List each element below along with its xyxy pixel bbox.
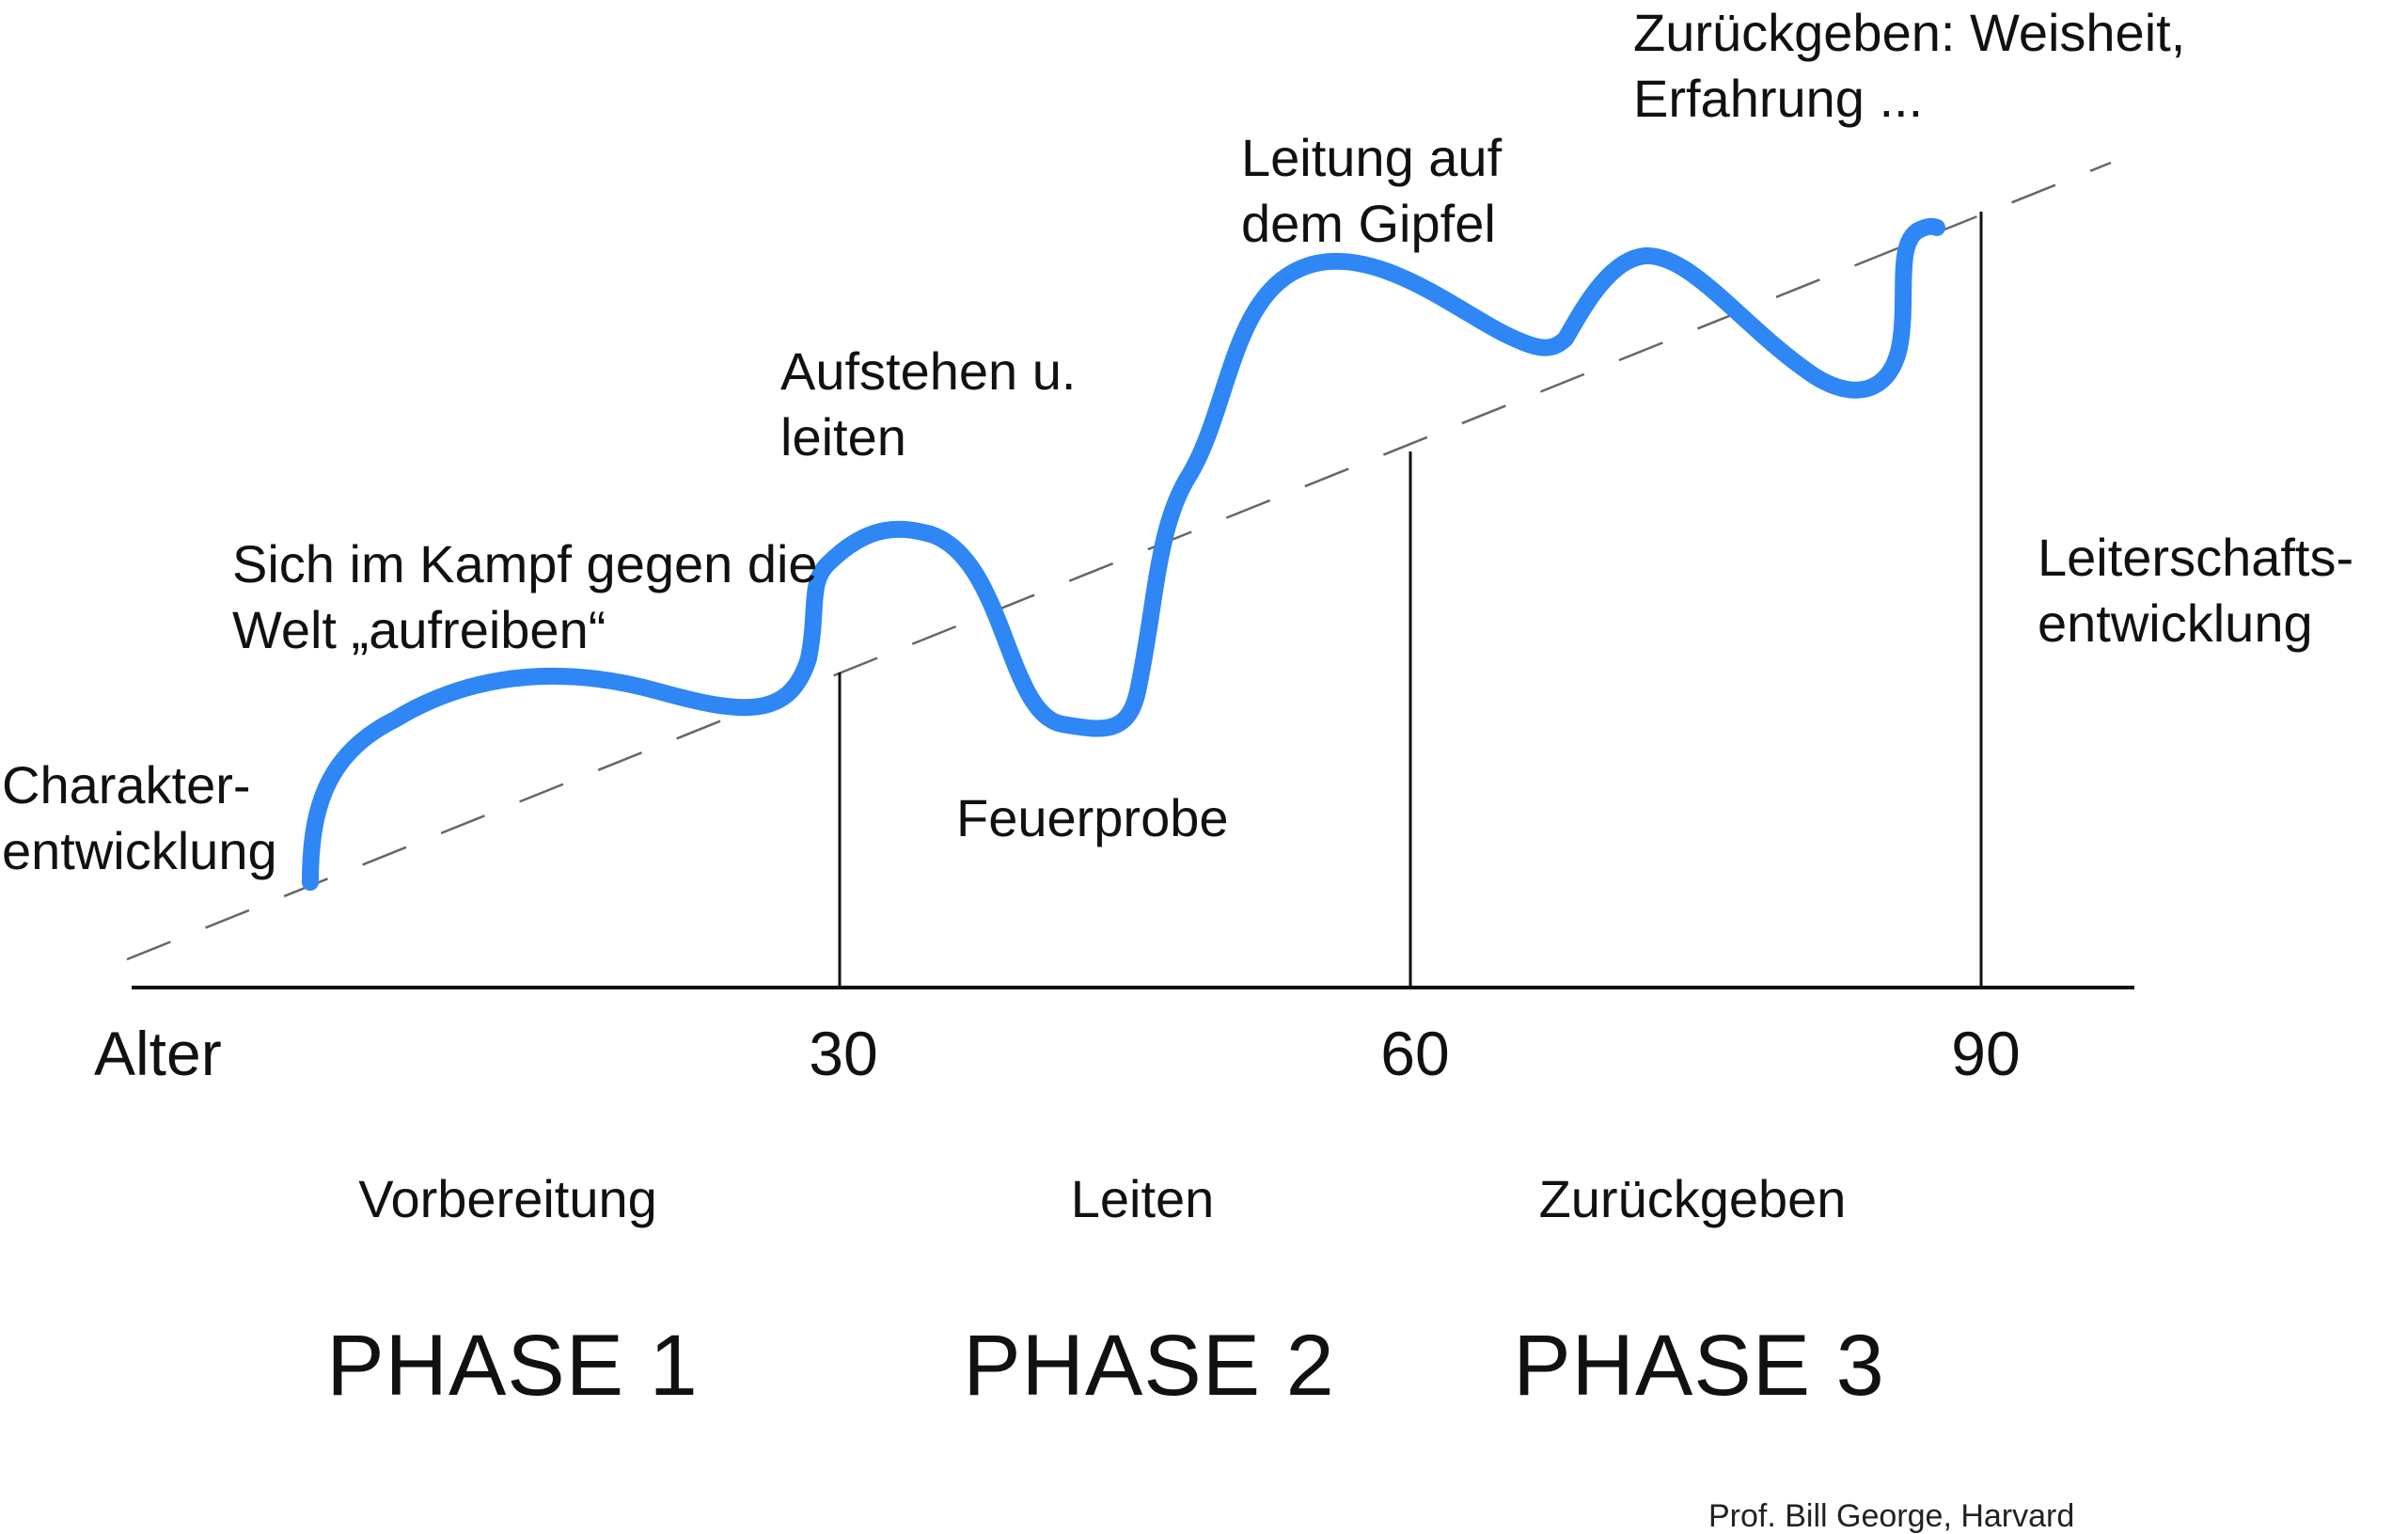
annotation-character-line1: Charakter- [2, 755, 251, 814]
phase-1-title: PHASE 1 [326, 1318, 699, 1414]
annotation-giveback-line2: Erfahrung ... [1633, 69, 1924, 128]
axis-label: Alter [94, 1019, 222, 1088]
phase-3-name: Zurückgeben [1538, 1169, 1847, 1228]
annotation-giveback: Zurückgeben: Weisheit, Erfahrung ... [1633, 0, 2185, 132]
annotation-struggle-line2: Welt „aufreiben“ [232, 600, 606, 659]
trend-line [126, 161, 2112, 961]
annotation-struggle: Sich im Kampf gegen die Welt „aufreiben“ [232, 531, 818, 663]
annotation-character: Charakter- entwicklung [2, 752, 277, 884]
annotation-summit-line1: Leitung auf [1241, 128, 1503, 187]
credit: Prof. Bill George, Harvard [1708, 1498, 2075, 1534]
life-curve [302, 217, 1945, 891]
annotation-summit: Leitung auf dem Gipfel [1241, 125, 1502, 257]
annotation-leadership-line1: Leiterschafts- [2038, 528, 2354, 587]
tick-30: 30 [809, 1019, 878, 1088]
phase-2-title: PHASE 2 [963, 1318, 1335, 1414]
tick-90: 90 [1951, 1019, 2021, 1088]
phase-1-name: Vorbereitung [358, 1169, 657, 1228]
annotation-rise-line1: Aufstehen u. [780, 341, 1077, 401]
annotation-character-line2: entwicklung [2, 821, 277, 880]
annotation-rise: Aufstehen u. leiten [780, 339, 1076, 470]
annotation-crucible: Feuerprobe [956, 788, 1229, 847]
annotation-leadership: Leiterschafts- entwicklung [2038, 525, 2353, 656]
phase-3-title: PHASE 3 [1513, 1318, 1885, 1414]
annotation-rise-line2: leiten [780, 407, 906, 467]
tick-60: 60 [1380, 1019, 1450, 1088]
annotation-leadership-line2: entwicklung [2038, 593, 2313, 653]
annotation-struggle-line1: Sich im Kampf gegen die [232, 534, 818, 593]
phase-2-name: Leiten [1070, 1169, 1215, 1228]
annotation-summit-line2: dem Gipfel [1241, 194, 1496, 253]
annotation-giveback-line1: Zurückgeben: Weisheit, [1633, 3, 2186, 62]
